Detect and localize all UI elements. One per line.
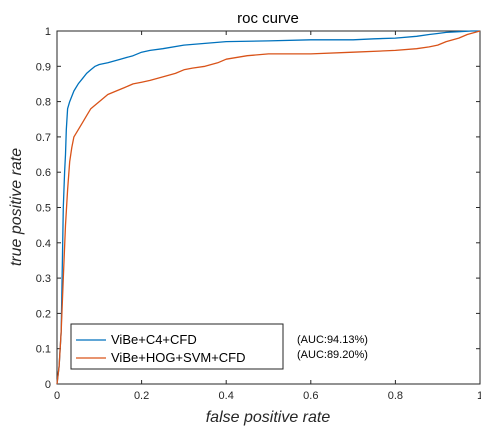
x-axis-label: false positive rate: [206, 409, 331, 426]
axis-ticks: 0 0.2 0.4 0.6 0.8 1 0 0.1 0.2 0.3 0.4 0.5 0.6 0.7 0.8 0…: [36, 26, 481, 402]
y-tick-label: 0.9: [36, 61, 51, 73]
x-tick-label: 0.6: [303, 390, 318, 402]
series-line-0: [56, 30, 480, 385]
y-tick-label: 0.1: [36, 344, 51, 356]
legend: ViBe+C4+CFD ViBe+HOG+SVM+CFD: [70, 323, 284, 370]
y-tick-label: 0.5: [36, 203, 51, 215]
y-tick-label: 1: [45, 26, 51, 38]
legend-box: [70, 323, 284, 370]
x-tick-label: 0: [54, 390, 60, 402]
x-tick-label: 1: [477, 390, 481, 402]
chart-title: roc curve: [237, 10, 299, 27]
y-tick-label: 0: [45, 379, 51, 391]
y-axis-label: true positive rate: [8, 148, 25, 266]
x-tick-label: 0.4: [219, 390, 234, 402]
y-tick-label: 0.4: [36, 238, 51, 250]
roc-lines: [56, 30, 481, 385]
legend-label-vibe-hog-svm-cfd: ViBe+HOG+SVM+CFD: [111, 350, 246, 365]
series-line-1: [56, 30, 481, 385]
y-tick-label: 0.3: [36, 273, 51, 285]
auc-annotation-vibe-hog-svm-cfd: (AUC:89.20%): [297, 349, 368, 361]
y-tick-label: 0.6: [36, 167, 51, 179]
legend-label-vibe-c4-cfd: ViBe+C4+CFD: [111, 332, 197, 347]
x-tick-label: 0.2: [134, 390, 149, 402]
y-tick-label: 0.7: [36, 132, 51, 144]
y-tick-label: 0.8: [36, 97, 51, 109]
y-tick-label: 0.2: [36, 308, 51, 320]
auc-annotation-vibe-c4-cfd: (AUC:94.13%): [297, 334, 368, 346]
x-tick-label: 0.8: [388, 390, 403, 402]
